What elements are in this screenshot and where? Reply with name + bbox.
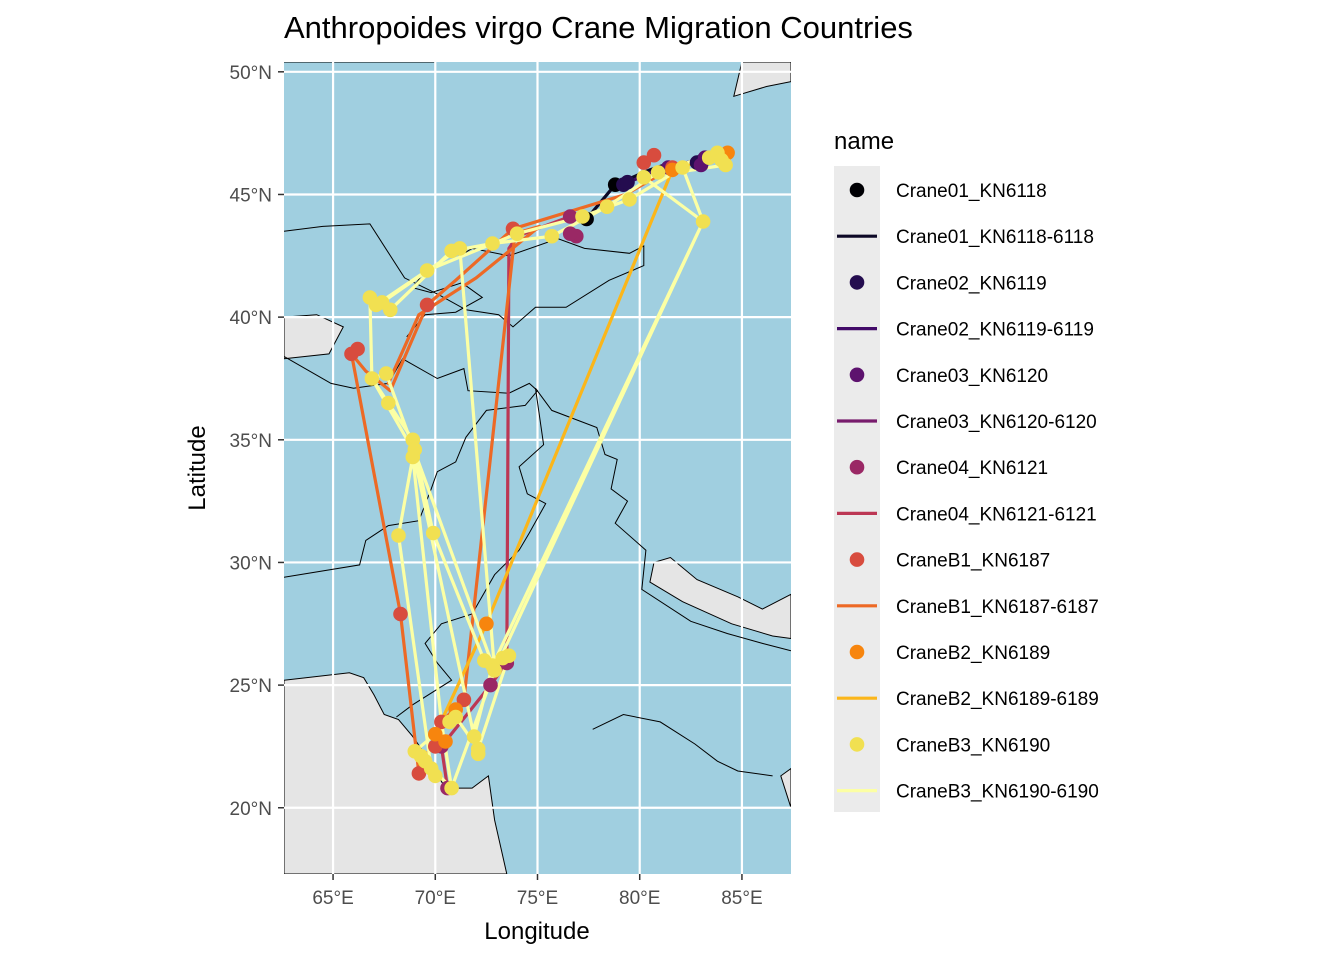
legend-label: Crane02_KN6119 xyxy=(896,273,1047,294)
y-axis: 20°N 25°N 30°N 35°N 40°N 45°N 50°N xyxy=(230,63,284,820)
chart-title: Anthropoides virgo Crane Migration Count… xyxy=(284,10,913,45)
legend-point-key xyxy=(849,552,865,567)
track-point xyxy=(381,395,396,411)
track-point xyxy=(378,366,394,381)
outside-region xyxy=(649,556,791,640)
track-point xyxy=(466,729,482,744)
legend-label: Crane01_KN6118-6118 xyxy=(896,227,1094,248)
legend-point-key xyxy=(849,459,865,475)
y-tick-label: 50°N xyxy=(230,63,272,84)
track-point xyxy=(650,165,666,180)
track-point xyxy=(442,714,457,730)
country-border xyxy=(535,388,791,652)
legend-label: CraneB1_KN6187 xyxy=(896,551,1050,572)
track-point xyxy=(636,170,652,185)
legend-point-key xyxy=(849,644,865,660)
legend-point-key xyxy=(849,367,865,383)
country-border xyxy=(592,713,773,777)
y-tick-label: 30°N xyxy=(230,553,272,574)
track-point xyxy=(419,263,435,278)
x-tick-label: 80°E xyxy=(619,888,660,909)
track-point xyxy=(509,226,525,241)
legend-point-key xyxy=(849,182,865,198)
outside-region xyxy=(733,62,791,98)
map-panel xyxy=(284,62,791,874)
track-point xyxy=(562,209,578,224)
legend-point-key xyxy=(849,275,865,290)
track-point xyxy=(501,648,517,663)
country-border xyxy=(396,388,547,718)
track-point xyxy=(428,768,443,784)
track-point xyxy=(425,525,441,541)
legend-label: Crane02_KN6119-6119 xyxy=(896,320,1094,341)
legend-label: Crane04_KN6121-6121 xyxy=(896,504,1097,525)
track-point xyxy=(391,528,406,543)
track-point xyxy=(575,209,590,224)
x-tick-label: 70°E xyxy=(415,888,456,909)
track-point xyxy=(718,157,733,173)
track-point xyxy=(438,734,453,749)
track-point xyxy=(470,746,486,762)
track-point xyxy=(393,606,408,622)
track-point xyxy=(419,297,435,313)
track-point xyxy=(675,160,690,175)
x-tick-label: 85°E xyxy=(721,888,762,909)
legend-key-background xyxy=(834,166,880,812)
legend: name Crane01_KN6118Crane01_KN6118-6118Cr… xyxy=(834,128,1099,812)
x-tick-label: 65°E xyxy=(312,888,353,909)
legend-label: Crane04_KN6121 xyxy=(896,458,1048,479)
y-tick-label: 25°N xyxy=(230,676,272,697)
legend-entries: Crane01_KN6118 Crane01_KN6118-6118 Crane02… xyxy=(837,181,1099,803)
track-point xyxy=(411,766,427,781)
track-point xyxy=(544,228,560,244)
track-point xyxy=(622,192,637,207)
outside-region xyxy=(780,767,791,808)
outside-regions xyxy=(284,62,791,874)
y-axis-title: Latitude xyxy=(184,425,211,510)
country-border xyxy=(284,223,645,338)
track-point xyxy=(456,692,472,708)
outside-region xyxy=(284,314,344,360)
legend-label: Crane01_KN6118 xyxy=(896,181,1047,202)
y-tick-label: 20°N xyxy=(230,799,272,820)
track-point xyxy=(483,677,498,693)
x-axis: 65°E 70°E 75°E 80°E 85°E xyxy=(312,874,763,909)
track-point xyxy=(485,236,500,251)
y-tick-label: 45°N xyxy=(230,185,272,206)
track-points xyxy=(344,145,735,796)
legend-label: CraneB2_KN6189 xyxy=(896,643,1050,664)
legend-label: CraneB2_KN6189-6189 xyxy=(896,689,1099,710)
track-point xyxy=(479,616,494,632)
track-point xyxy=(444,780,459,796)
legend-point-key xyxy=(849,737,865,752)
x-tick-label: 75°E xyxy=(517,888,558,909)
legend-title: name xyxy=(834,128,894,155)
legend-label: CraneB1_KN6187-6187 xyxy=(896,597,1099,618)
track-point xyxy=(350,341,365,357)
track-point xyxy=(562,226,578,241)
legend-label: CraneB3_KN6190 xyxy=(896,735,1050,756)
track-point xyxy=(428,726,443,742)
track-point xyxy=(405,449,421,465)
track-point xyxy=(487,663,502,678)
track-point xyxy=(636,155,652,170)
track-point xyxy=(368,297,384,313)
y-tick-label: 40°N xyxy=(230,308,272,329)
track-point xyxy=(444,243,459,259)
y-tick-label: 35°N xyxy=(230,431,272,452)
track-point xyxy=(646,147,662,163)
track-point xyxy=(695,214,711,229)
x-axis-title: Longitude xyxy=(484,918,589,945)
legend-label: CraneB3_KN6190-6190 xyxy=(896,782,1099,803)
track-point xyxy=(599,199,615,214)
track-point xyxy=(364,371,380,386)
legend-label: Crane03_KN6120 xyxy=(896,366,1048,387)
legend-label: Crane03_KN6120-6120 xyxy=(896,412,1097,433)
track-point xyxy=(620,174,635,190)
